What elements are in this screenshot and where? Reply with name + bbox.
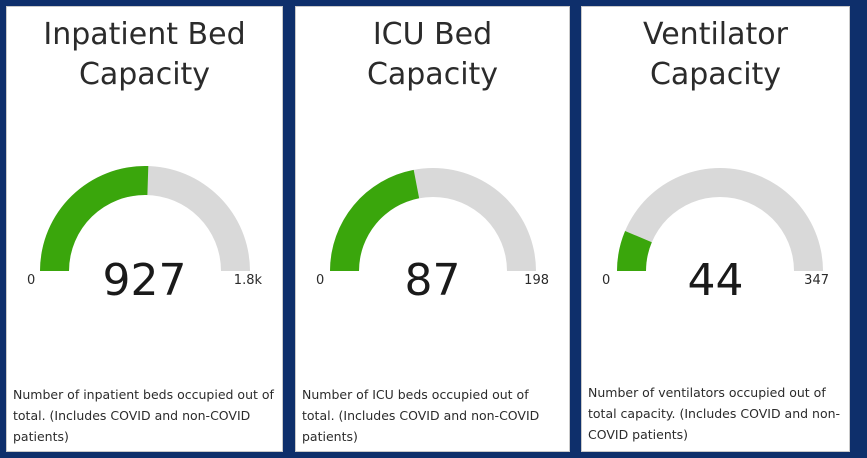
gauge-value: 44 — [687, 255, 744, 306]
gauge — [330, 167, 536, 271]
gauge-value: 927 — [102, 255, 187, 306]
gauge-value: 87 — [404, 255, 461, 306]
gauge-min-label: 0 — [316, 273, 325, 288]
gauge — [617, 167, 823, 271]
icu-bed-capacity-card: ICU Bed Capacity 0 198 87 Number of ICU … — [295, 6, 570, 452]
gauge-max-label: 198 — [524, 273, 549, 288]
gauge-max-label: 347 — [804, 273, 829, 288]
card-title: Inpatient Bed Capacity — [43, 17, 246, 92]
card-description: Number of ventilators occupied out of to… — [588, 385, 841, 442]
gauge — [40, 165, 250, 271]
inpatient-bed-capacity-card: Inpatient Bed Capacity 0 1.8k 927 Number… — [6, 6, 283, 452]
gauge-fill — [617, 230, 652, 271]
ventilator-capacity-card: Ventilator Capacity 0 347 44 Number of v… — [581, 6, 850, 452]
gauge-fill — [330, 169, 420, 271]
card-title: ICU Bed Capacity — [366, 17, 499, 92]
card-description: Number of ICU beds occupied out of total… — [302, 387, 540, 444]
gauge-min-label: 0 — [27, 273, 36, 288]
card-description: Number of inpatient beds occupied out of… — [13, 387, 274, 444]
card-title: Ventilator Capacity — [643, 17, 788, 92]
gauge-min-label: 0 — [602, 273, 611, 288]
gauge-track — [617, 167, 823, 271]
gauge-max-label: 1.8k — [233, 273, 262, 288]
gauge-fill — [40, 165, 149, 271]
